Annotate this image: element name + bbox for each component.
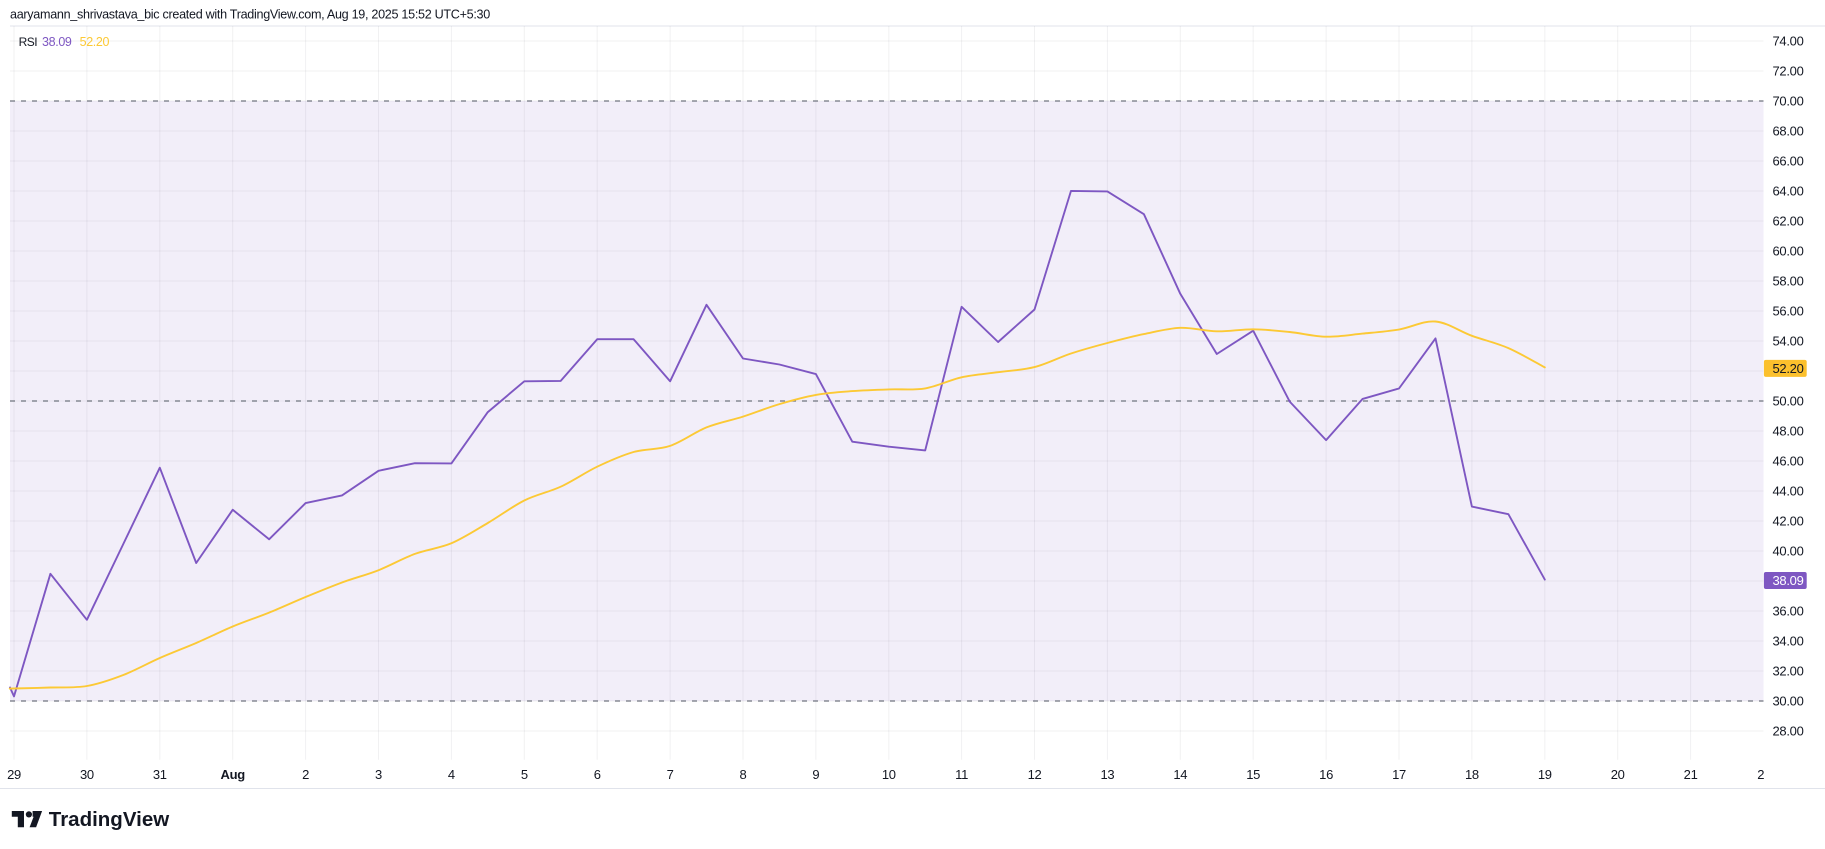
svg-text:44.00: 44.00	[1773, 484, 1804, 499]
svg-text:70.00: 70.00	[1773, 94, 1804, 109]
svg-text:32.00: 32.00	[1773, 664, 1804, 679]
svg-text:56.00: 56.00	[1773, 304, 1804, 319]
svg-text:52.20: 52.20	[80, 35, 110, 49]
svg-text:46.00: 46.00	[1773, 454, 1804, 469]
svg-text:60.00: 60.00	[1773, 244, 1804, 259]
svg-text:36.00: 36.00	[1773, 604, 1804, 619]
svg-text:Aug: Aug	[221, 767, 246, 782]
svg-text:20: 20	[1611, 767, 1625, 782]
svg-text:7: 7	[667, 767, 674, 782]
svg-text:19: 19	[1538, 767, 1552, 782]
svg-text:28.00: 28.00	[1773, 724, 1804, 739]
svg-text:13: 13	[1100, 767, 1114, 782]
svg-text:72.00: 72.00	[1773, 64, 1804, 79]
svg-text:2: 2	[302, 767, 309, 782]
svg-text:14: 14	[1173, 767, 1187, 782]
svg-text:16: 16	[1319, 767, 1333, 782]
svg-text:40.00: 40.00	[1773, 544, 1804, 559]
svg-text:54.00: 54.00	[1773, 334, 1804, 349]
svg-text:74.00: 74.00	[1773, 34, 1804, 49]
svg-text:TradingView: TradingView	[49, 808, 169, 831]
svg-text:9: 9	[812, 767, 819, 782]
svg-text:18: 18	[1465, 767, 1479, 782]
svg-text:21: 21	[1684, 767, 1698, 782]
svg-text:6: 6	[594, 767, 601, 782]
svg-text:34.00: 34.00	[1773, 634, 1804, 649]
svg-text:50.00: 50.00	[1773, 394, 1804, 409]
svg-text:58.00: 58.00	[1773, 274, 1804, 289]
svg-text:42.00: 42.00	[1773, 514, 1804, 529]
svg-text:64.00: 64.00	[1773, 184, 1804, 199]
svg-text:3: 3	[375, 767, 382, 782]
svg-text:38.09: 38.09	[42, 35, 72, 49]
svg-text:2: 2	[1757, 767, 1764, 782]
svg-text:52.20: 52.20	[1773, 361, 1804, 376]
svg-text:31: 31	[153, 767, 167, 782]
svg-text:30: 30	[80, 767, 94, 782]
svg-text:30.00: 30.00	[1773, 694, 1804, 709]
svg-text:4: 4	[448, 767, 455, 782]
svg-text:68.00: 68.00	[1773, 124, 1804, 139]
svg-text:12: 12	[1028, 767, 1042, 782]
svg-text:66.00: 66.00	[1773, 154, 1804, 169]
svg-text:5: 5	[521, 767, 528, 782]
svg-text:29: 29	[7, 767, 21, 782]
svg-text:17: 17	[1392, 767, 1406, 782]
svg-text:48.00: 48.00	[1773, 424, 1804, 439]
svg-text:RSI: RSI	[19, 35, 38, 49]
svg-text:10: 10	[882, 767, 896, 782]
svg-text:aaryamann_shrivastava_bic crea: aaryamann_shrivastava_bic created with T…	[10, 8, 490, 22]
svg-text:38.09: 38.09	[1773, 573, 1804, 588]
svg-text:8: 8	[740, 767, 747, 782]
svg-text:62.00: 62.00	[1773, 214, 1804, 229]
svg-text:11: 11	[955, 767, 968, 782]
svg-text:15: 15	[1246, 767, 1260, 782]
